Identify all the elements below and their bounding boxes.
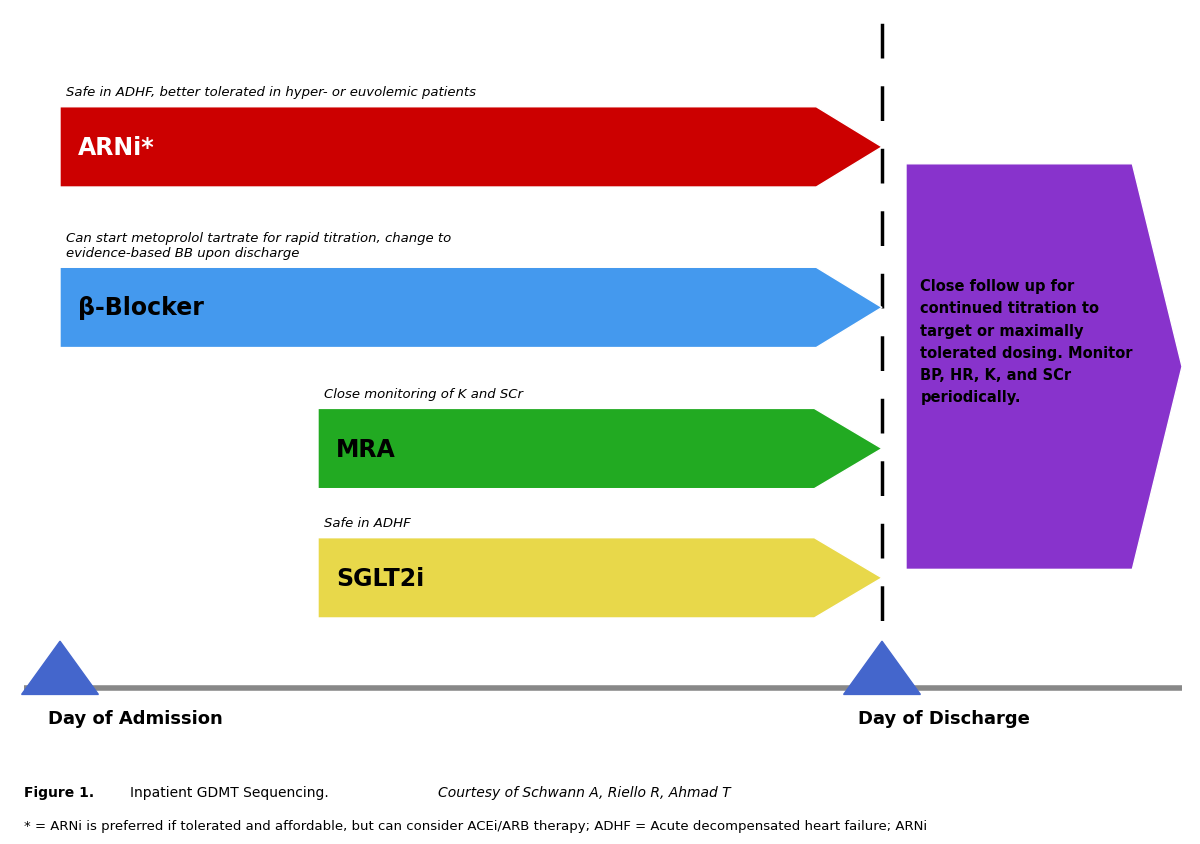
Polygon shape: [318, 408, 882, 489]
Text: * = ARNi is preferred if tolerated and affordable, but can consider ACEi/ARB the: * = ARNi is preferred if tolerated and a…: [24, 819, 928, 831]
Text: Close monitoring of K and SCr: Close monitoring of K and SCr: [324, 387, 523, 400]
Text: Inpatient GDMT Sequencing.: Inpatient GDMT Sequencing.: [130, 785, 332, 799]
Polygon shape: [318, 538, 882, 618]
Text: Day of Admission: Day of Admission: [48, 709, 223, 727]
Polygon shape: [60, 268, 882, 348]
Text: ARNi*: ARNi*: [78, 136, 155, 160]
Text: Safe in ADHF, better tolerated in hyper- or euvolemic patients: Safe in ADHF, better tolerated in hyper-…: [66, 86, 476, 99]
Polygon shape: [844, 641, 920, 695]
Text: Day of Discharge: Day of Discharge: [858, 709, 1030, 727]
Text: Figure 1.: Figure 1.: [24, 785, 94, 799]
Text: Close follow up for
continued titration to
target or maximally
tolerated dosing.: Close follow up for continued titration …: [920, 279, 1133, 405]
Text: Can start metoprolol tartrate for rapid titration, change to
evidence-based BB u: Can start metoprolol tartrate for rapid …: [66, 231, 451, 260]
Text: SGLT2i: SGLT2i: [336, 566, 425, 590]
Polygon shape: [22, 641, 98, 695]
Text: Courtesy of Schwann A, Riello R, Ahmad T: Courtesy of Schwann A, Riello R, Ahmad T: [438, 785, 731, 799]
Polygon shape: [906, 165, 1182, 570]
Text: β-Blocker: β-Blocker: [78, 296, 204, 320]
Text: Safe in ADHF: Safe in ADHF: [324, 517, 410, 530]
Polygon shape: [60, 108, 882, 188]
Text: MRA: MRA: [336, 437, 396, 461]
